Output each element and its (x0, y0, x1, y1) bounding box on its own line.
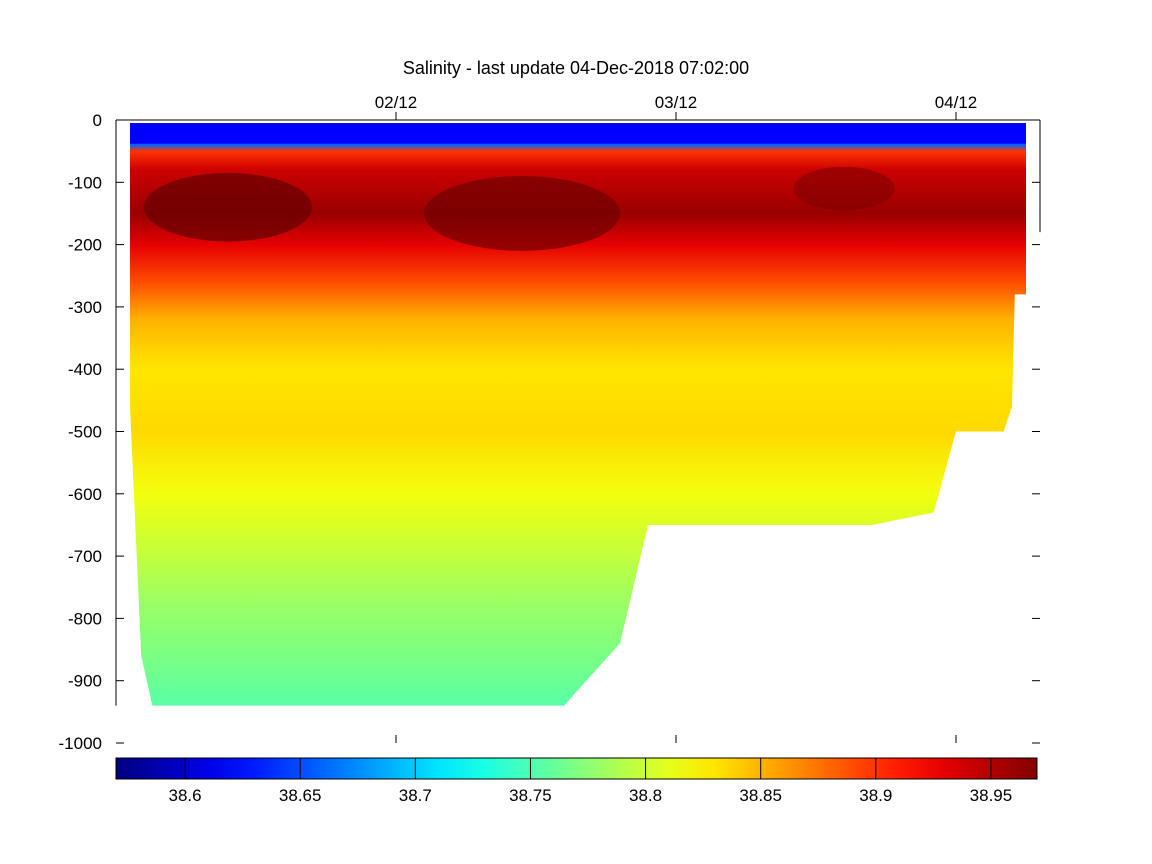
y-tick-label: -900 (68, 672, 102, 691)
colorbar-tick-label: 38.85 (739, 786, 782, 805)
surface-low-salinity-band (130, 123, 1026, 144)
x-tick-label: 03/12 (655, 93, 698, 112)
high-salinity-core-3 (793, 166, 895, 211)
y-tick-label: -300 (68, 298, 102, 317)
y-tick-label: -800 (68, 609, 102, 628)
colorbar-tick-label: 38.9 (859, 786, 892, 805)
y-tick-label: -100 (68, 173, 102, 192)
y-tick-label: -200 (68, 236, 102, 255)
x-tick-label: 02/12 (375, 93, 418, 112)
colorbar-tick-label: 38.75 (509, 786, 552, 805)
high-salinity-core-1 (144, 172, 312, 242)
colorbar-tick-label: 38.95 (970, 786, 1013, 805)
colorbar-tick-label: 38.7 (399, 786, 432, 805)
y-tick-label: -700 (68, 547, 102, 566)
colorbar-gradient (115, 757, 1038, 780)
y-tick-label: -500 (68, 423, 102, 442)
high-salinity-core-2 (424, 176, 620, 251)
salinity-field (130, 123, 1026, 706)
colorbar: 38.6 38.65 38.7 38.75 38.8 38.85 38.9 38.95 (115, 757, 1038, 805)
axes: 0 -100 -200 -300 -400 -500 -600 -700 -800 -900 -10… (59, 93, 1041, 753)
colorbar-tick-label: 38.6 (169, 786, 202, 805)
chart-title: Salinity - last update 04-Dec-2018 07:02… (403, 58, 749, 78)
y-tick-label: 0 (93, 111, 102, 130)
x-tick-label: 04/12 (935, 93, 978, 112)
colorbar-tick-label: 38.8 (629, 786, 662, 805)
y-tick-label: -1000 (59, 734, 102, 753)
colorbar-tick-label: 38.65 (279, 786, 322, 805)
y-tick-label: -600 (68, 485, 102, 504)
y-tick-label: -400 (68, 360, 102, 379)
